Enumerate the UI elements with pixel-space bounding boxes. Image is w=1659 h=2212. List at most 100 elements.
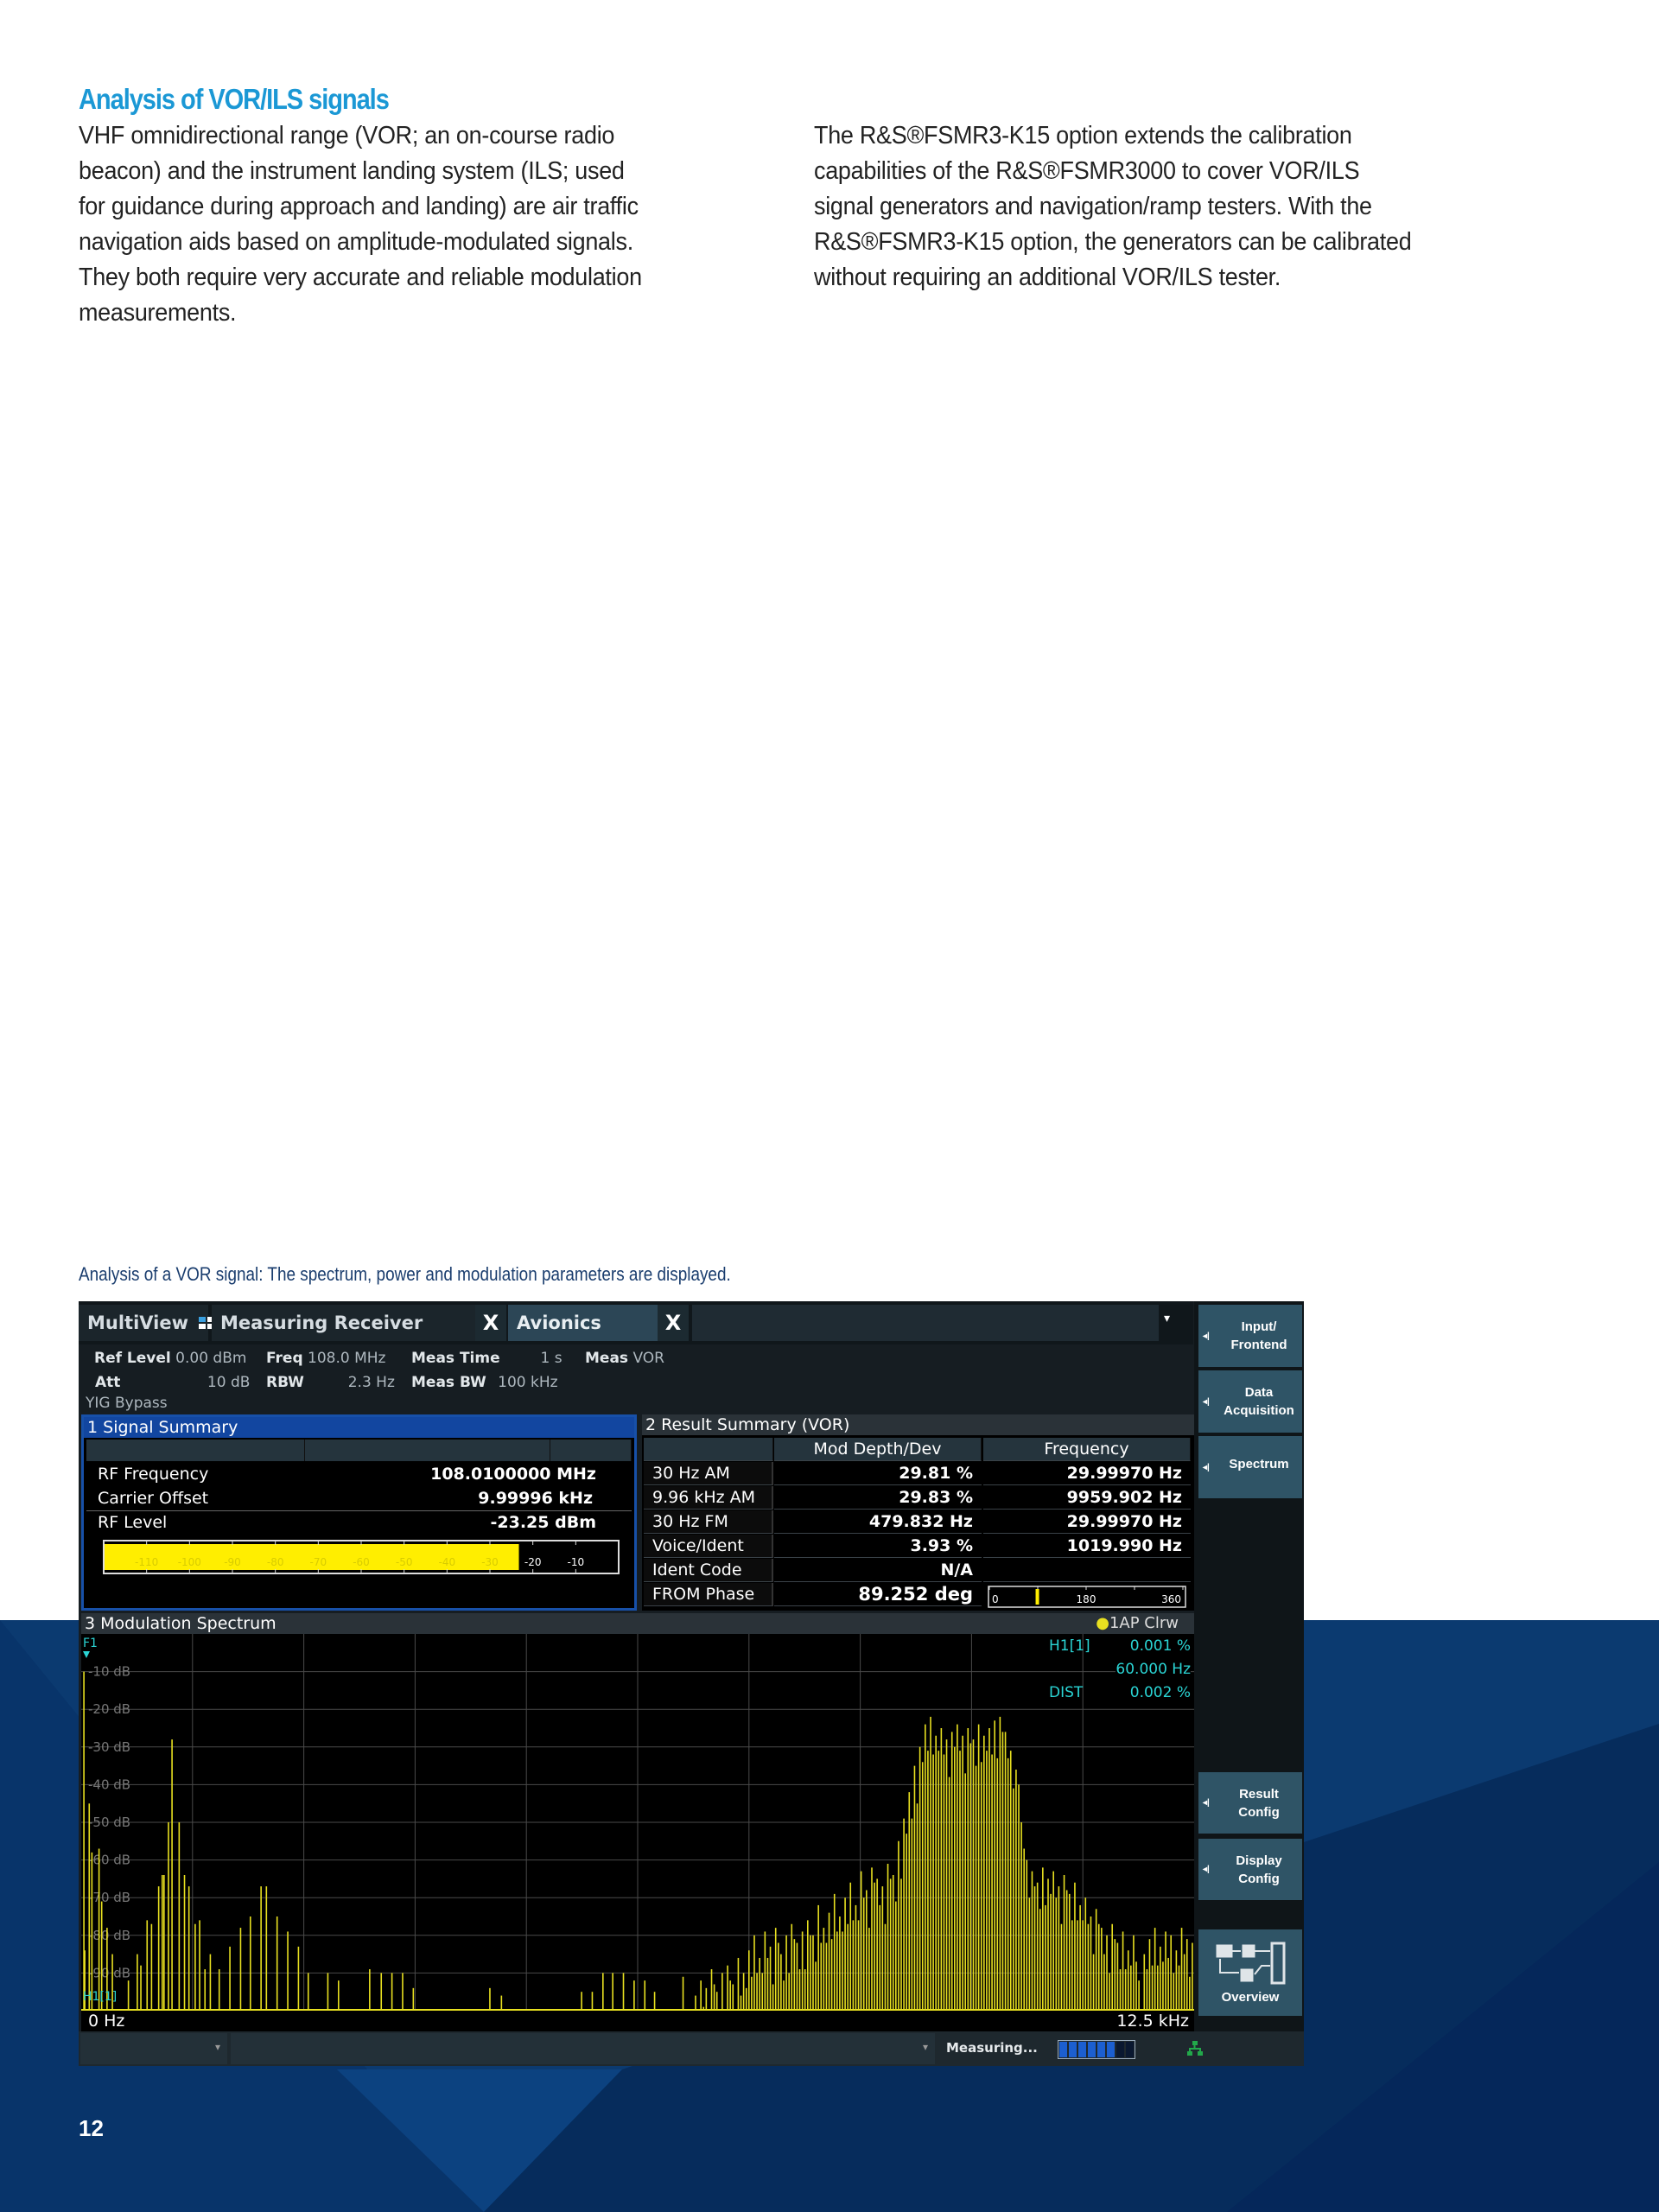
spectrum-panel-header: 3 Modulation Spectrum ●1AP Clrw [81, 1613, 1194, 1634]
grid-icon [199, 1317, 215, 1329]
row-label: Ident Code [644, 1559, 773, 1582]
tab-strip-filler [692, 1305, 1159, 1341]
figure-caption: Analysis of a VOR signal: The spectrum, … [79, 1263, 731, 1285]
panel-title: 3 Modulation Spectrum [85, 1614, 276, 1633]
marker-readout-label: H1[1] [1049, 1637, 1090, 1655]
text-line: beacon) and the instrument landing syste… [79, 157, 625, 185]
row-value: 479.832 Hz [774, 1510, 982, 1534]
text-line: for guidance during approach and landing… [79, 193, 639, 220]
progress-segment [1059, 2042, 1067, 2057]
status-bar: ▾ ▾ Measuring... [79, 2031, 1304, 2066]
section-heading: Analysis of VOR/ILS signals [79, 83, 390, 115]
expand-icon: ◂| [1203, 1798, 1210, 1808]
text-line: They both require very accurate and reli… [79, 264, 642, 291]
gauge-tick-label: -50 [396, 1556, 413, 1568]
signal-summary-panel[interactable]: 1 Signal Summary RF Frequency 108.010000… [81, 1414, 637, 1611]
meas-time-info: Meas Time 1 s [411, 1350, 563, 1367]
gauge-tick-label: -10 [568, 1556, 585, 1568]
phase-gauge-label: 180 [1077, 1593, 1096, 1605]
close-icon[interactable]: X [475, 1305, 506, 1341]
text-line: measurements. [79, 299, 237, 327]
marker-label: H1[1] [83, 1990, 118, 2004]
gauge-tick-label: -70 [310, 1556, 327, 1568]
progress-segment [1097, 2042, 1105, 2057]
row-value: 3.93 % [774, 1535, 982, 1558]
phase-gauge: 0 180 360 [988, 1586, 1186, 1608]
close-icon[interactable]: X [658, 1305, 689, 1341]
gauge-tick-label: -30 [481, 1556, 499, 1568]
progress-segment [1078, 2042, 1086, 2057]
chevron-down-icon: ▾ [922, 2041, 928, 2053]
row-value: N/A [774, 1559, 982, 1582]
row-frequency [983, 1559, 1191, 1582]
gauge-tick-label: -110 [135, 1556, 158, 1568]
y-tick-label: -40 dB [88, 1777, 130, 1792]
softkey-display-config[interactable]: ◂| Display Config [1198, 1839, 1302, 1900]
x-stop-label: 12.5 kHz [1116, 2012, 1189, 2031]
gauge-tick-label: -80 [267, 1556, 284, 1568]
marker-triangle-icon [83, 1651, 90, 1658]
tab-multiview[interactable]: MultiView [79, 1305, 215, 1341]
text-line: capabilities of the R&S®FSMR3000 to cove… [814, 157, 1360, 185]
gauge-tick-label: -40 [439, 1556, 456, 1568]
expand-icon: ◂| [1203, 1331, 1210, 1341]
progress-segment [1088, 2042, 1096, 2057]
tab-measuring-receiver[interactable]: Measuring Receiver [212, 1305, 475, 1341]
row-frequency: 29.99970 Hz [983, 1462, 1191, 1485]
softkey-data-acquisition[interactable]: ◂| Data Acquisition [1198, 1370, 1302, 1433]
row-frequency: 1019.990 Hz [983, 1535, 1191, 1558]
row-value: 29.83 % [774, 1486, 982, 1510]
ref-level-info: Ref Level 0.00 dBm [94, 1350, 247, 1367]
table-header [86, 1440, 632, 1461]
softkey-overview[interactable]: Overview [1198, 1929, 1302, 2016]
y-tick-label: -60 dB [88, 1853, 130, 1868]
marker-readout-value: 0.002 % [1129, 1684, 1191, 1701]
marker-readout-freq: 60.000 Hz [1116, 1661, 1191, 1678]
tab-label: Avionics [517, 1313, 601, 1333]
y-tick-label: -10 dB [88, 1664, 130, 1680]
phase-gauge-label: 360 [1161, 1593, 1181, 1605]
y-tick-label: -90 dB [88, 1965, 130, 1980]
column-header [644, 1438, 773, 1461]
modulation-spectrum-plot[interactable]: -10 dB -20 dB -30 dB -40 dB -50 dB -60 dB -70 … [81, 1634, 1194, 2031]
column-header: Mod Depth/Dev [774, 1438, 982, 1461]
row-label: Voice/Ident [644, 1535, 773, 1558]
status-dropdown[interactable]: ▾ [80, 2033, 227, 2064]
softkey-input-frontend[interactable]: ◂| Input/ Frontend [1198, 1305, 1302, 1367]
y-tick-label: -30 dB [88, 1739, 130, 1755]
meas-bw-info: Meas BW 100 kHz [411, 1374, 558, 1391]
phase-gauge-frame [988, 1586, 1186, 1608]
status-dropdown[interactable]: ▾ [231, 2033, 935, 2064]
expand-icon: ◂| [1203, 1396, 1210, 1407]
text-line: R&S®FSMR3-K15 option, the generators can… [814, 228, 1412, 256]
tab-label: MultiView [87, 1313, 189, 1333]
phase-gauge-label: 0 [992, 1593, 999, 1605]
instrument-screenshot: MultiView Measuring Receiver X Avionics … [79, 1301, 1304, 2066]
panel-title: 2 Result Summary (VOR) [642, 1414, 1194, 1435]
row-label: RF Frequency [98, 1465, 209, 1484]
network-icon [1187, 2041, 1203, 2056]
row-label: 30 Hz FM [644, 1510, 773, 1534]
y-tick-label: -50 dB [88, 1815, 130, 1830]
expand-icon: ◂| [1203, 1463, 1210, 1472]
expand-icon: ◂| [1203, 1865, 1210, 1874]
row-value: -23.25 dBm [490, 1513, 596, 1532]
body-text-right: The R&S®FSMR3-K15 option extends the cal… [814, 118, 1456, 296]
result-summary-panel[interactable]: 2 Result Summary (VOR) Mod Depth/Dev Freq… [642, 1414, 1194, 1611]
progress-segment [1116, 2042, 1124, 2057]
chevron-down-icon: ▾ [214, 2041, 220, 2053]
row-label: FROM Phase [644, 1583, 773, 1606]
trace-dot-icon: ● [1096, 1614, 1109, 1632]
tab-avionics[interactable]: Avionics [508, 1305, 658, 1341]
tab-label: Measuring Receiver [220, 1313, 423, 1333]
chevron-down-icon[interactable]: ▾ [1164, 1312, 1171, 1325]
freq-info: Freq 108.0 MHz [266, 1350, 386, 1367]
softkey-result-config[interactable]: ◂| Result Config [1198, 1772, 1302, 1834]
att-info: Att 10 dB [95, 1374, 251, 1391]
y-tick-label: -20 dB [88, 1701, 130, 1717]
row-label: 9.96 kHz AM [644, 1486, 773, 1510]
marker-readout-value: 0.001 % [1129, 1637, 1191, 1655]
softkey-spectrum[interactable]: ◂| Spectrum [1198, 1436, 1302, 1498]
row-value: 89.252 deg [774, 1583, 982, 1606]
panel-title: 1 Signal Summary [84, 1417, 634, 1438]
